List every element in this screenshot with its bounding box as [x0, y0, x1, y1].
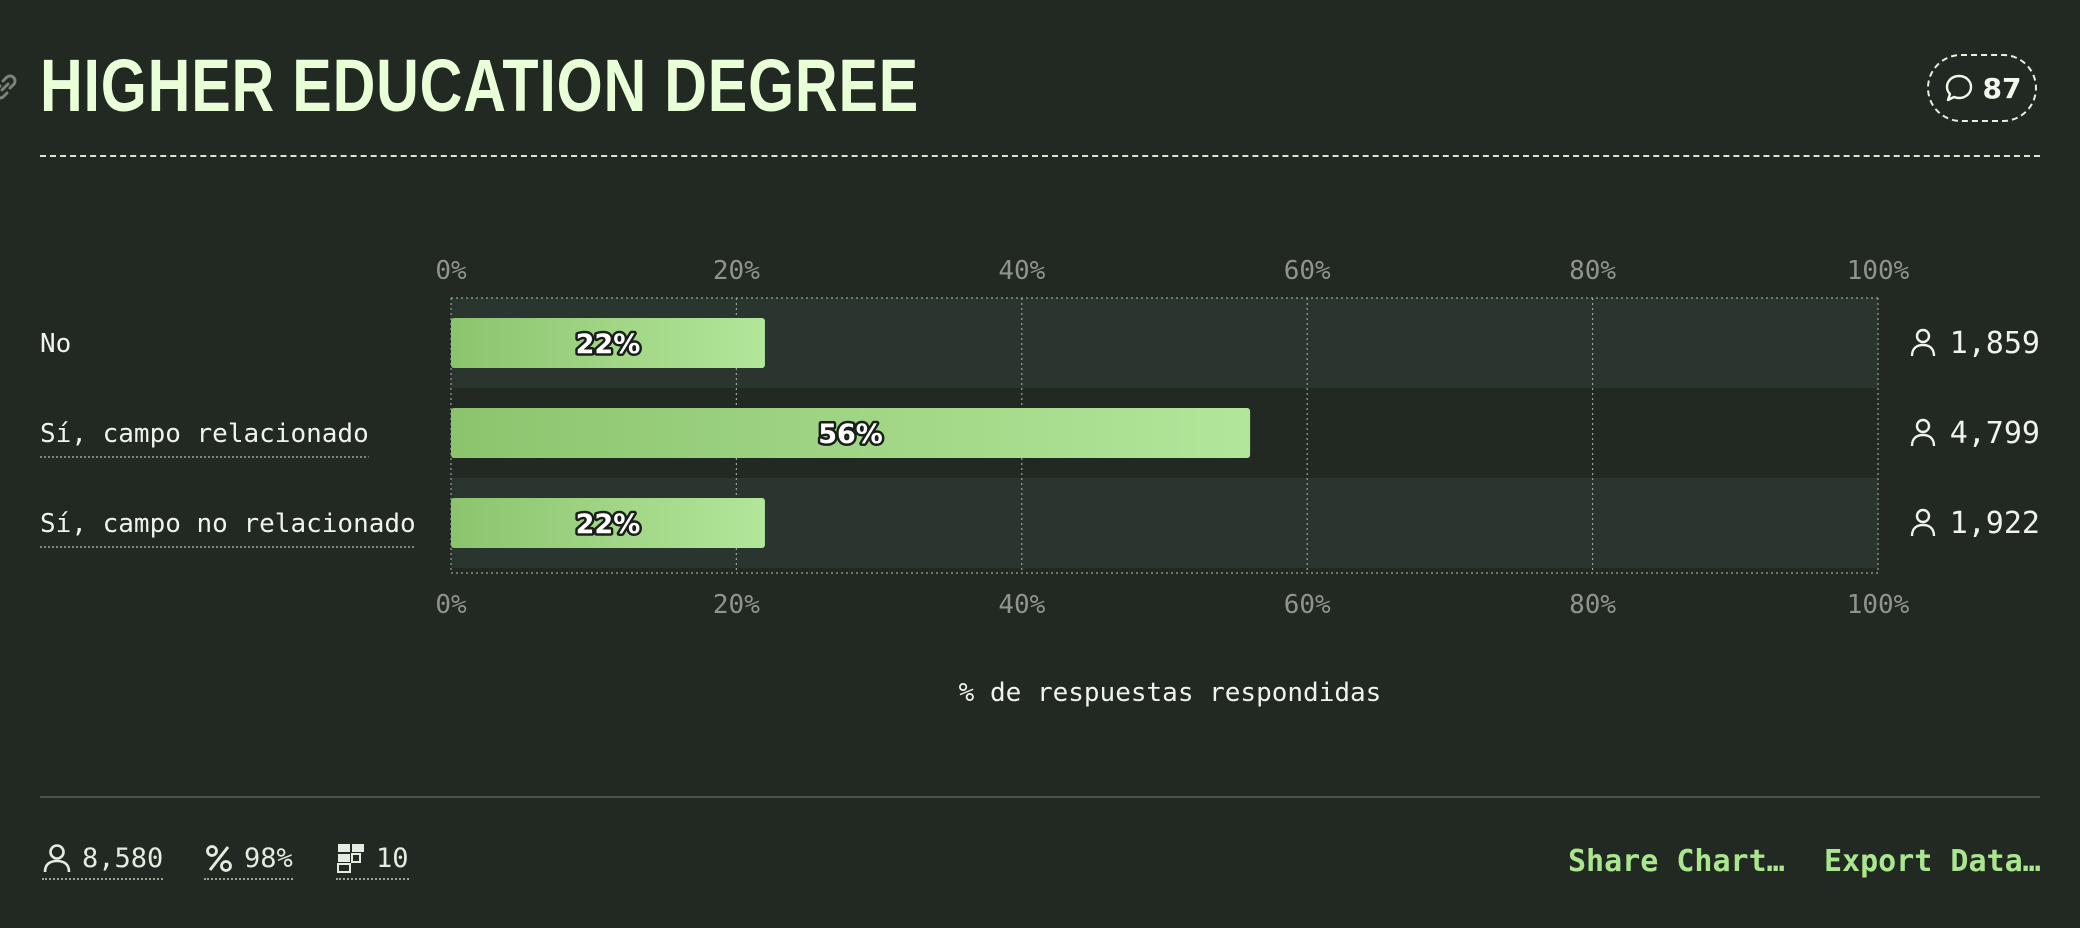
x-tick-label-top: 100%	[1847, 256, 1910, 286]
comment-icon	[1945, 74, 1972, 102]
page-title: HIGHER EDUCATION DEGREE	[40, 44, 920, 127]
x-tick-label-bottom: 100%	[1847, 590, 1910, 620]
respondents-count: 8,580	[82, 842, 164, 874]
bar	[451, 408, 1251, 458]
completion-stat[interactable]: 98%	[204, 842, 293, 880]
user-icon	[1910, 508, 1936, 537]
user-icon	[43, 844, 71, 873]
respondents-stat[interactable]: 8,580	[42, 842, 164, 880]
user-icon-head	[1915, 508, 1931, 524]
count-label: 4,799	[1950, 416, 2040, 451]
comment-count: 87	[1982, 71, 2022, 105]
completion-percent: 98%	[244, 842, 293, 874]
x-tick-label-bottom: 20%	[713, 590, 760, 620]
x-axis-title: % de respuestas respondidas	[958, 678, 1382, 708]
x-tick-label-bottom: 60%	[1284, 590, 1331, 620]
bar-chart: 0% 0% 20% 20% 40% 40% 60% 60% 80% 80% 100% 100% 22% N…	[40, 256, 2040, 620]
footer-divider	[40, 796, 2040, 798]
rank-stat[interactable]: 10	[336, 842, 409, 880]
category-label: Sí, campo relacionado	[40, 419, 369, 449]
user-icon	[1910, 418, 1936, 447]
x-tick-label-top: 80%	[1569, 256, 1616, 286]
x-tick-label-top: 40%	[998, 256, 1045, 286]
bar	[451, 498, 765, 548]
x-tick-label-top: 20%	[713, 256, 760, 286]
user-icon-body	[1910, 523, 1936, 537]
count-label: 1,859	[1950, 326, 2040, 361]
rank-value: 10	[376, 842, 409, 874]
user-icon	[1910, 328, 1936, 357]
bar-value-label: 56%	[818, 419, 883, 450]
bar-value-label: 22%	[576, 509, 641, 540]
x-tick-label-bottom: 0%	[435, 590, 467, 620]
export-data-button[interactable]: Export Data…	[1824, 844, 2041, 879]
bar	[451, 318, 765, 368]
header-divider	[40, 155, 2040, 157]
x-tick-label-bottom: 80%	[1569, 590, 1616, 620]
ranking-icon	[337, 844, 364, 873]
category-label: Sí, campo no relacionado	[40, 509, 416, 539]
x-tick-label-top: 0%	[435, 256, 467, 286]
user-icon-head	[1915, 328, 1931, 344]
user-icon-body	[1910, 433, 1936, 447]
count-label: 1,922	[1950, 506, 2040, 541]
percent-icon	[206, 845, 232, 872]
bar-value-label: 22%	[576, 329, 641, 360]
share-chart-button[interactable]: Share Chart…	[1568, 844, 1785, 879]
x-tick-label-top: 60%	[1284, 256, 1331, 286]
x-tick-label-bottom: 40%	[998, 590, 1045, 620]
user-icon-body	[1910, 343, 1936, 357]
link-icon[interactable]	[0, 72, 20, 102]
category-label: No	[40, 329, 71, 359]
comments-button[interactable]: 87	[1927, 54, 2037, 122]
user-icon-head	[1915, 418, 1931, 434]
